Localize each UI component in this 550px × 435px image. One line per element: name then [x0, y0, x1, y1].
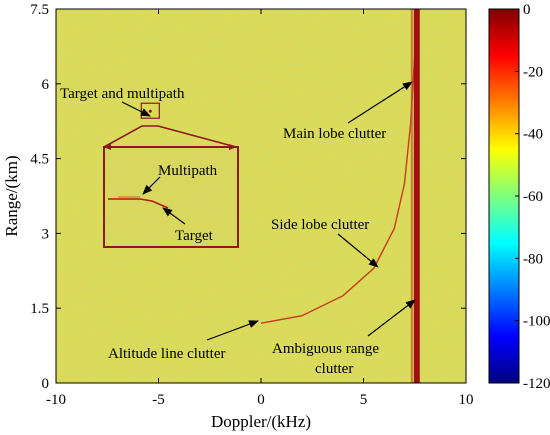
colorbar-tick-label: -40 [523, 127, 543, 143]
zoom-inset [103, 125, 239, 248]
y-tick-label: 6 [42, 77, 50, 93]
plot-area [56, 8, 466, 383]
colorbar-tick-label: 0 [523, 2, 531, 18]
inset-connector [103, 125, 237, 148]
annotations: Target and multipath Main lobe clutter S… [60, 81, 416, 377]
y-axis-ticks: 0 1.5 3 4.5 6 7.5 [30, 2, 466, 392]
arrow-ambiguous-range [367, 299, 416, 337]
annotation-main-lobe-clutter: Main lobe clutter [283, 126, 386, 142]
x-tick-label: 0 [257, 392, 265, 408]
arrow-target [162, 207, 186, 225]
arrow-side-lobe [337, 233, 379, 268]
colorbar-scale [488, 8, 520, 384]
colorbar-ticks: 0 -20 -40 -60 -80 -100 -120 [515, 2, 550, 392]
annotation-multipath: Multipath [158, 163, 218, 179]
y-tick-label: 4.5 [30, 152, 49, 168]
x-axis-ticks: -10 -5 0 5 10 [46, 9, 474, 408]
main-lobe-clutter-band [413, 9, 420, 383]
inset-target-streak [108, 198, 169, 209]
colorbar-tick-label: -80 [523, 251, 543, 267]
side-lobe-clutter-curve [260, 8, 418, 324]
target-marker [148, 109, 152, 113]
ambiguous-range-clutter-band [410, 9, 413, 383]
annotation-target-and-multipath: Target and multipath [60, 86, 185, 102]
x-tick-label: -10 [46, 392, 66, 408]
y-tick-label: 7.5 [30, 2, 49, 18]
y-tick-label: 3 [42, 226, 50, 242]
y-axis-label: Range/(km) [2, 155, 21, 236]
arrow-target-and-multipath [121, 101, 151, 117]
annotation-side-lobe-clutter: Side lobe clutter [271, 217, 369, 233]
x-tick-label: 5 [360, 392, 368, 408]
colorbar-tick-label: -20 [523, 64, 543, 80]
colorbar: 0 -20 -40 -60 -80 -100 -120 [488, 2, 550, 392]
colorbar-tick-label: -60 [523, 189, 543, 205]
x-tick-label: 10 [459, 392, 474, 408]
arrow-multipath [142, 176, 161, 195]
annotation-target: Target [175, 228, 214, 244]
arrow-altitude-line [206, 320, 259, 341]
x-axis-label: Doppler/(kHz) [211, 412, 311, 431]
arrow-main-lobe [347, 81, 413, 124]
annotation-clutter: clutter [315, 361, 353, 377]
y-tick-label: 0 [42, 376, 50, 392]
colorbar-tick-label: -120 [523, 376, 550, 392]
colorbar-tick-label: -100 [523, 314, 550, 330]
y-tick-label: 1.5 [30, 301, 49, 317]
annotation-altitude-line-clutter: Altitude line clutter [108, 346, 225, 362]
annotation-ambiguous-range: Ambiguous range [272, 341, 379, 357]
x-tick-label: -5 [152, 392, 165, 408]
